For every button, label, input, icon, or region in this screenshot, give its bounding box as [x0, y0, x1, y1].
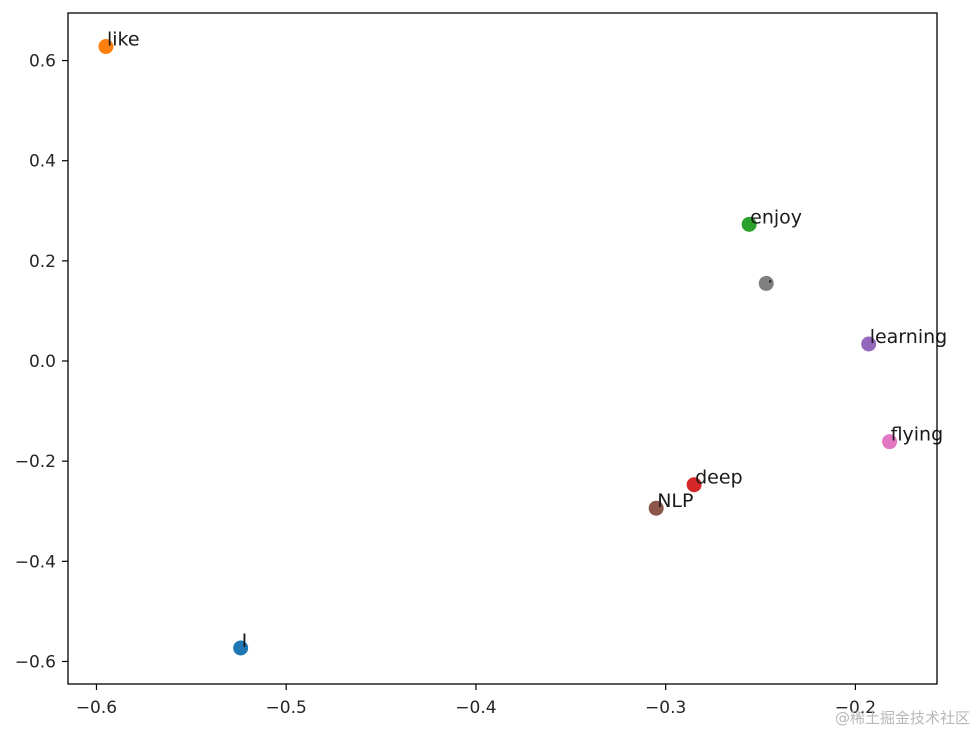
scatter-point: [861, 336, 877, 352]
scatter-point: [882, 434, 898, 450]
point-label: .: [767, 265, 773, 287]
x-tick-label: −0.2: [835, 698, 876, 718]
point-label: deep: [695, 467, 743, 489]
scatter-point: [648, 500, 664, 516]
scatter-point: [741, 216, 757, 232]
y-tick-label: 0.2: [29, 252, 56, 272]
y-tick-label: −0.6: [15, 652, 56, 672]
y-tick-label: 0.0: [29, 352, 56, 372]
point-label: learning: [870, 326, 948, 348]
scatter-point: [758, 275, 774, 291]
x-tick-label: −0.5: [266, 698, 307, 718]
y-tick-label: 0.4: [29, 152, 56, 172]
point-label: flying: [891, 424, 944, 446]
y-tick-label: −0.4: [15, 552, 56, 572]
x-tick-label: −0.4: [455, 698, 496, 718]
x-tick-label: −0.3: [645, 698, 686, 718]
scatter-point: [233, 640, 249, 656]
y-axis-ticks: 0.6 0.4 0.2 0.0 −0.2 −0.4 −0.6: [15, 52, 68, 672]
y-tick-label: 0.6: [29, 52, 56, 72]
x-tick-label: −0.6: [76, 698, 117, 718]
plot-frame: [67, 12, 938, 685]
point-label: enjoy: [750, 206, 802, 228]
point-label: I: [242, 630, 248, 652]
point-label: NLP: [657, 490, 693, 512]
scatter-point: [686, 477, 702, 493]
x-axis-ticks: −0.6 −0.5 −0.4 −0.3 −0.2: [76, 684, 876, 718]
scatter-point: [98, 39, 114, 55]
watermark: @稀土掘金技术社区: [834, 709, 970, 727]
point-label: like: [107, 29, 140, 51]
y-tick-label: −0.2: [15, 452, 56, 472]
